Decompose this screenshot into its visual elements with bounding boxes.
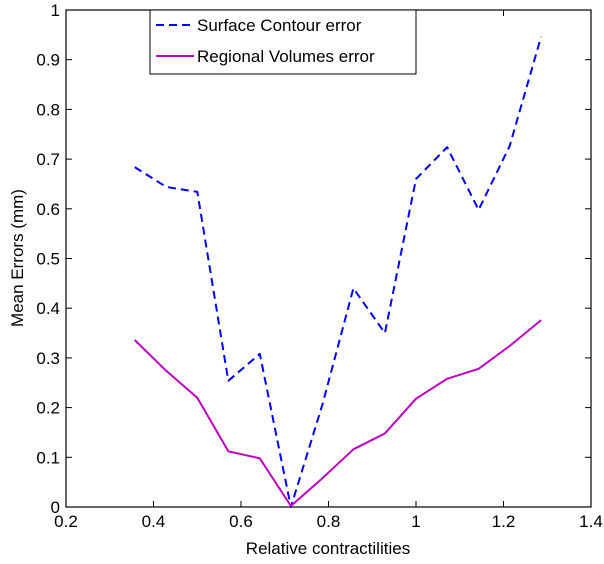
y-tick-label: 0.2 — [36, 399, 60, 418]
x-axis-label: Relative contractilities — [246, 539, 410, 558]
tick-layer: 0.2 0.4 0.6 0.8 1 1.2 1.4 0 0.1 0.2 0.3 0.4 0.5 0.6 0.… — [36, 1, 602, 531]
y-tick-label: 0.8 — [36, 100, 60, 119]
x-tick-label: 1.4 — [579, 512, 603, 531]
legend-label-surface-contour: Surface Contour error — [197, 16, 362, 35]
x-tick-label: 0.2 — [54, 512, 78, 531]
y-tick-label: 1 — [51, 1, 60, 20]
x-tick-label: 0.4 — [142, 512, 166, 531]
x-tick-label: 0.6 — [229, 512, 253, 531]
x-tick-label: 1.2 — [492, 512, 516, 531]
y-tick-label: 0 — [51, 498, 60, 517]
series-layer — [134, 36, 543, 508]
x-tick-label: 0.8 — [317, 512, 341, 531]
legend-label-regional-volumes: Regional Volumes error — [197, 47, 375, 66]
series-line-0 — [134, 36, 543, 508]
legend-box — [149, 9, 417, 75]
y-tick-label: 0.7 — [36, 150, 60, 169]
y-tick-label: 0.4 — [36, 299, 60, 318]
y-tick-label: 0.5 — [36, 250, 60, 269]
y-tick-label: 0.3 — [36, 349, 60, 368]
y-tick-label: 0.6 — [36, 200, 60, 219]
plot-area — [65, 9, 592, 508]
y-tick-label: 0.1 — [36, 448, 60, 467]
series-line-1 — [134, 319, 542, 507]
y-axis-label: Mean Errors (mm) — [8, 189, 27, 327]
y-tick-label: 0.9 — [36, 51, 60, 70]
legend: Surface Contour error Regional Volumes e… — [149, 9, 417, 75]
x-tick-label: 1 — [411, 512, 420, 531]
